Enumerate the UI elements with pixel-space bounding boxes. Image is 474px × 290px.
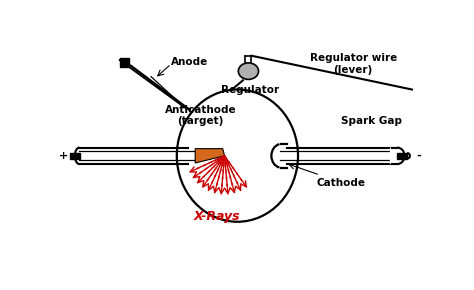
Bar: [397, 153, 407, 159]
Text: Anticathode
(target): Anticathode (target): [165, 105, 237, 126]
Text: Regulator wire
(lever): Regulator wire (lever): [310, 53, 397, 75]
Text: X-Rays: X-Rays: [194, 210, 240, 223]
Text: Anode: Anode: [171, 57, 209, 67]
Polygon shape: [120, 58, 129, 68]
Text: -: -: [416, 151, 421, 161]
Text: +: +: [59, 151, 68, 161]
Text: Regulator: Regulator: [221, 85, 279, 95]
Text: Spark Gap: Spark Gap: [341, 116, 402, 126]
Polygon shape: [195, 149, 225, 163]
FancyBboxPatch shape: [390, 148, 403, 164]
Ellipse shape: [238, 63, 258, 79]
Bar: [70, 153, 80, 159]
Text: Cathode: Cathode: [317, 178, 365, 188]
